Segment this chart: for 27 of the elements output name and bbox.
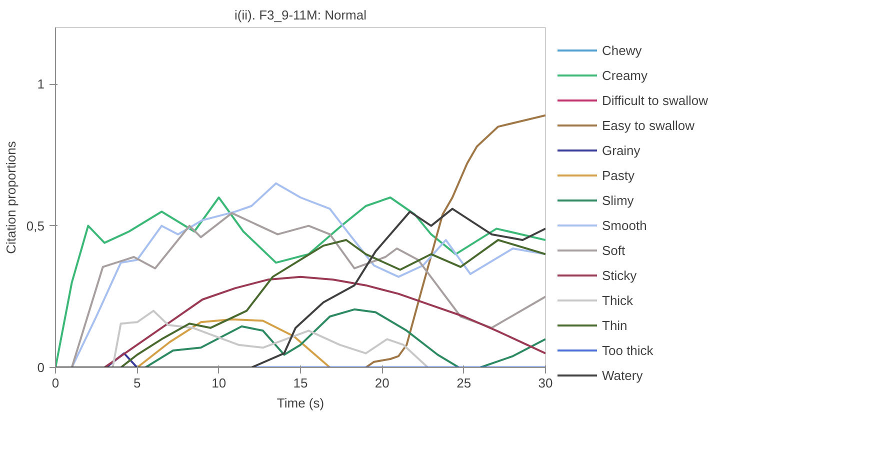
legend-label: Soft — [602, 242, 626, 260]
chart-title: i(ii). F3_9-11M: Normal — [234, 8, 367, 22]
legend-label: Chewy — [602, 42, 642, 60]
legend-label: Watery — [602, 366, 643, 385]
legend-label: Smooth — [602, 216, 647, 234]
legend-label: Easy to swallow — [602, 116, 694, 135]
y-tick-label: 1 — [37, 76, 45, 92]
legend-label: Thick — [602, 292, 634, 310]
legend-label: Too thick — [602, 342, 654, 360]
x-tick-label: 15 — [293, 376, 308, 390]
legend-label: Thin — [602, 316, 628, 334]
x-tick-label: 30 — [538, 376, 553, 390]
legend-label: Creamy — [602, 66, 648, 85]
x-tick-label: 5 — [134, 376, 141, 390]
y-tick-label: 0 — [37, 360, 45, 375]
legend-label: Grainy — [602, 142, 640, 160]
y-axis-title: Citation proportions — [3, 140, 18, 254]
x-axis-title: Time (s) — [276, 396, 324, 410]
x-tick-label: 20 — [374, 376, 390, 390]
legend-label: Slimy — [602, 192, 634, 210]
x-tick-label: 10 — [212, 376, 226, 390]
legend-label: Sticky — [602, 266, 637, 285]
x-tick-label: 0 — [52, 376, 60, 390]
legend-label: Difficult to swallow — [602, 92, 708, 110]
legend-label: Pasty — [602, 166, 635, 185]
x-tick-label: 25 — [456, 376, 472, 390]
y-tick-label: 0,5 — [26, 218, 45, 234]
